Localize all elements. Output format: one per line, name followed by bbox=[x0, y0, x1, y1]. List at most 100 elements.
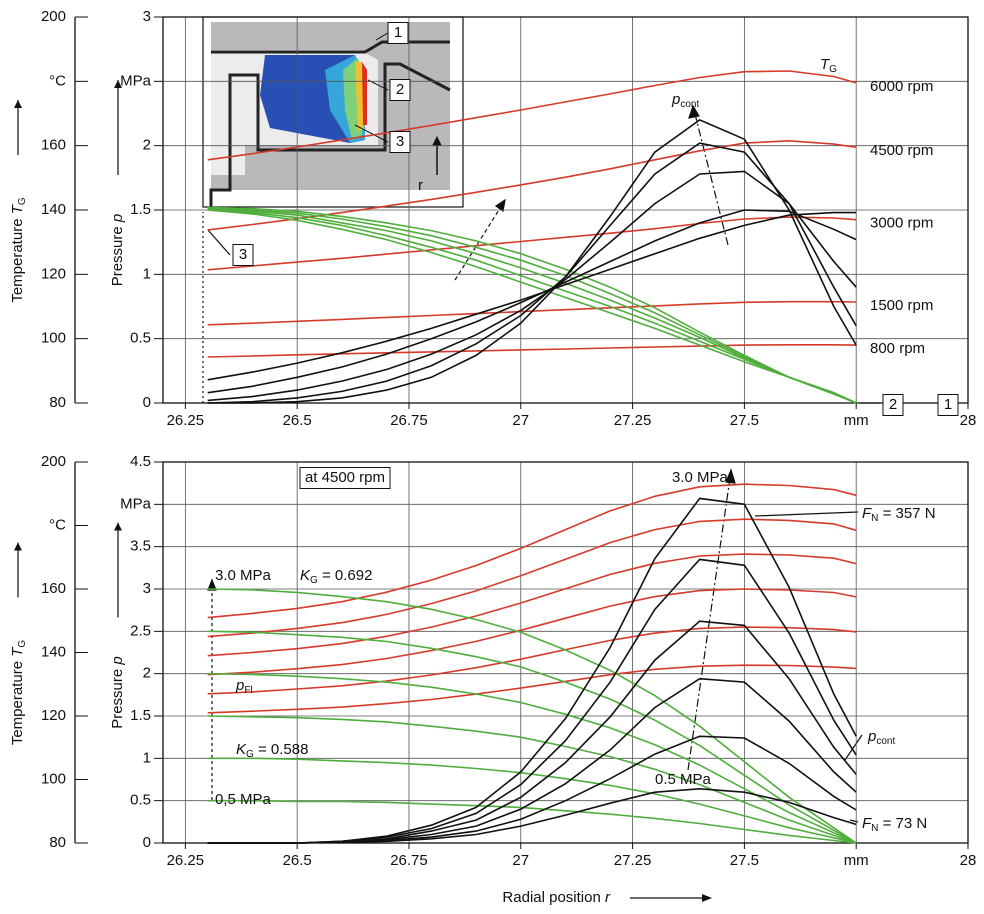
data-line bbox=[207, 715, 857, 844]
y-tick-label: 1 bbox=[143, 749, 151, 766]
annotation-box bbox=[389, 79, 411, 101]
annotation: 0,5 MPa bbox=[215, 791, 272, 808]
y2-tick-label: °C bbox=[49, 72, 66, 89]
annotation: FN = 357 N bbox=[862, 505, 936, 524]
plot-frame bbox=[162, 16, 969, 404]
curve-label: 1500 rpm bbox=[870, 297, 933, 314]
annotation-text: F bbox=[862, 815, 872, 832]
y-tick-label: 3 bbox=[143, 8, 151, 25]
y2-tick-label: 160 bbox=[41, 137, 66, 154]
annotation-text: T bbox=[820, 56, 831, 73]
annotation-sub: N bbox=[871, 513, 878, 524]
y2-tick-label: 80 bbox=[49, 394, 66, 411]
y2-tick-label: 140 bbox=[41, 201, 66, 218]
axis-arrow-head bbox=[14, 100, 22, 108]
y2-tick-label: 80 bbox=[49, 834, 66, 851]
data-line bbox=[207, 553, 857, 657]
x-axis-label-var: r bbox=[605, 889, 611, 906]
x-tick-label: 27.5 bbox=[730, 852, 759, 869]
y2-axis-label-var: T bbox=[9, 646, 26, 657]
annotation: 2 bbox=[396, 81, 404, 98]
y-tick-label: 2 bbox=[143, 665, 151, 682]
data-line bbox=[207, 677, 857, 844]
y-tick-label: 1.5 bbox=[130, 201, 151, 218]
annotation-text: p bbox=[867, 728, 876, 745]
annotation-box bbox=[882, 394, 904, 416]
annotation: 1 bbox=[394, 24, 402, 41]
y2-tick-label: 140 bbox=[41, 643, 66, 660]
data-line bbox=[207, 588, 857, 844]
annotation-text: 3.0 MPa bbox=[672, 469, 729, 486]
x-tick-label: 27 bbox=[512, 412, 529, 429]
data-line bbox=[207, 799, 857, 844]
data-line bbox=[207, 497, 857, 844]
annotation-box bbox=[387, 22, 409, 44]
y2-axis-label-sub: G bbox=[17, 640, 28, 648]
y-axis-label-text: Pressure bbox=[109, 226, 126, 286]
y2-axis-label: Temperature TG bbox=[9, 197, 28, 303]
y-tick-label: 2 bbox=[143, 137, 151, 154]
annotation: pFl bbox=[235, 677, 253, 696]
annotation: TG bbox=[820, 56, 837, 75]
y-axis-label-var: p bbox=[109, 214, 126, 223]
arrows bbox=[202, 104, 880, 823]
y2-axis-label-var: T bbox=[9, 203, 26, 214]
annotation-text: 1 bbox=[394, 24, 402, 41]
axis-arrow-head bbox=[114, 80, 122, 88]
annotation-text: 2 bbox=[396, 81, 404, 98]
annotation-text: 0,5 MPa bbox=[215, 791, 272, 808]
annotation-text: K bbox=[300, 567, 311, 584]
y-tick-label: 0.5 bbox=[130, 330, 151, 347]
data-line bbox=[207, 518, 857, 638]
annotation: KG = 0.692 bbox=[300, 567, 372, 586]
annotation-text: F bbox=[862, 505, 872, 522]
annotation-box bbox=[937, 394, 959, 416]
data-line bbox=[207, 300, 857, 326]
y-tick-label: 0.5 bbox=[130, 792, 151, 809]
data-line bbox=[207, 664, 857, 714]
annotation-sub: N bbox=[871, 823, 878, 834]
x-tick-label: 26.5 bbox=[283, 852, 312, 869]
data-line bbox=[207, 142, 857, 404]
x-tick-label: 27.5 bbox=[730, 412, 759, 429]
y-tick-label: 0 bbox=[143, 834, 151, 851]
y2-tick-label: °C bbox=[49, 516, 66, 533]
data-line bbox=[207, 757, 857, 844]
y2-tick-label: 100 bbox=[41, 770, 66, 787]
annotation-after: = 73 N bbox=[878, 815, 927, 832]
y-axis-label-text: Pressure bbox=[109, 669, 126, 729]
annotation-text: K bbox=[236, 741, 247, 758]
y-axis-label-var: p bbox=[109, 656, 126, 665]
axis-arrow-head bbox=[702, 894, 712, 902]
annotation-text: r bbox=[418, 177, 423, 194]
annotation: 1 bbox=[944, 396, 952, 413]
y-axis-label: Pressure p bbox=[109, 656, 126, 729]
data-line bbox=[207, 672, 857, 844]
annotation-text: 3 bbox=[396, 133, 404, 150]
annotation: pcont bbox=[671, 91, 699, 110]
x-tick-label: 26.25 bbox=[167, 852, 205, 869]
annotation: 3.0 MPa bbox=[672, 469, 729, 486]
curve-label: 800 rpm bbox=[870, 340, 925, 357]
y2-tick-label: 120 bbox=[41, 707, 66, 724]
y2-tick-label: 200 bbox=[41, 8, 66, 25]
x-tick-label: mm bbox=[844, 852, 869, 869]
y-tick-label: 2.5 bbox=[130, 622, 151, 639]
y2-axis-label-text: Temperature bbox=[9, 218, 26, 302]
x-tick-label: 28 bbox=[960, 852, 977, 869]
data-line bbox=[207, 209, 857, 394]
x-axis-label: Radial position r bbox=[502, 889, 611, 906]
y-tick-label: MPa bbox=[120, 72, 152, 89]
plot-frame bbox=[162, 461, 969, 844]
annotation: KG = 0.588 bbox=[236, 741, 308, 760]
y2-axis-label-text: Temperature bbox=[9, 661, 26, 745]
annotation-text: at 4500 rpm bbox=[305, 469, 385, 486]
annotation-box bbox=[232, 244, 254, 266]
axis-arrow-head bbox=[14, 542, 22, 551]
curve-label: 4500 rpm bbox=[870, 142, 933, 159]
data-line bbox=[207, 209, 857, 404]
y-tick-label: MPa bbox=[120, 495, 152, 512]
y2-tick-label: 100 bbox=[41, 330, 66, 347]
data-line bbox=[207, 483, 857, 619]
annotation: 3.0 MPa bbox=[215, 567, 272, 584]
